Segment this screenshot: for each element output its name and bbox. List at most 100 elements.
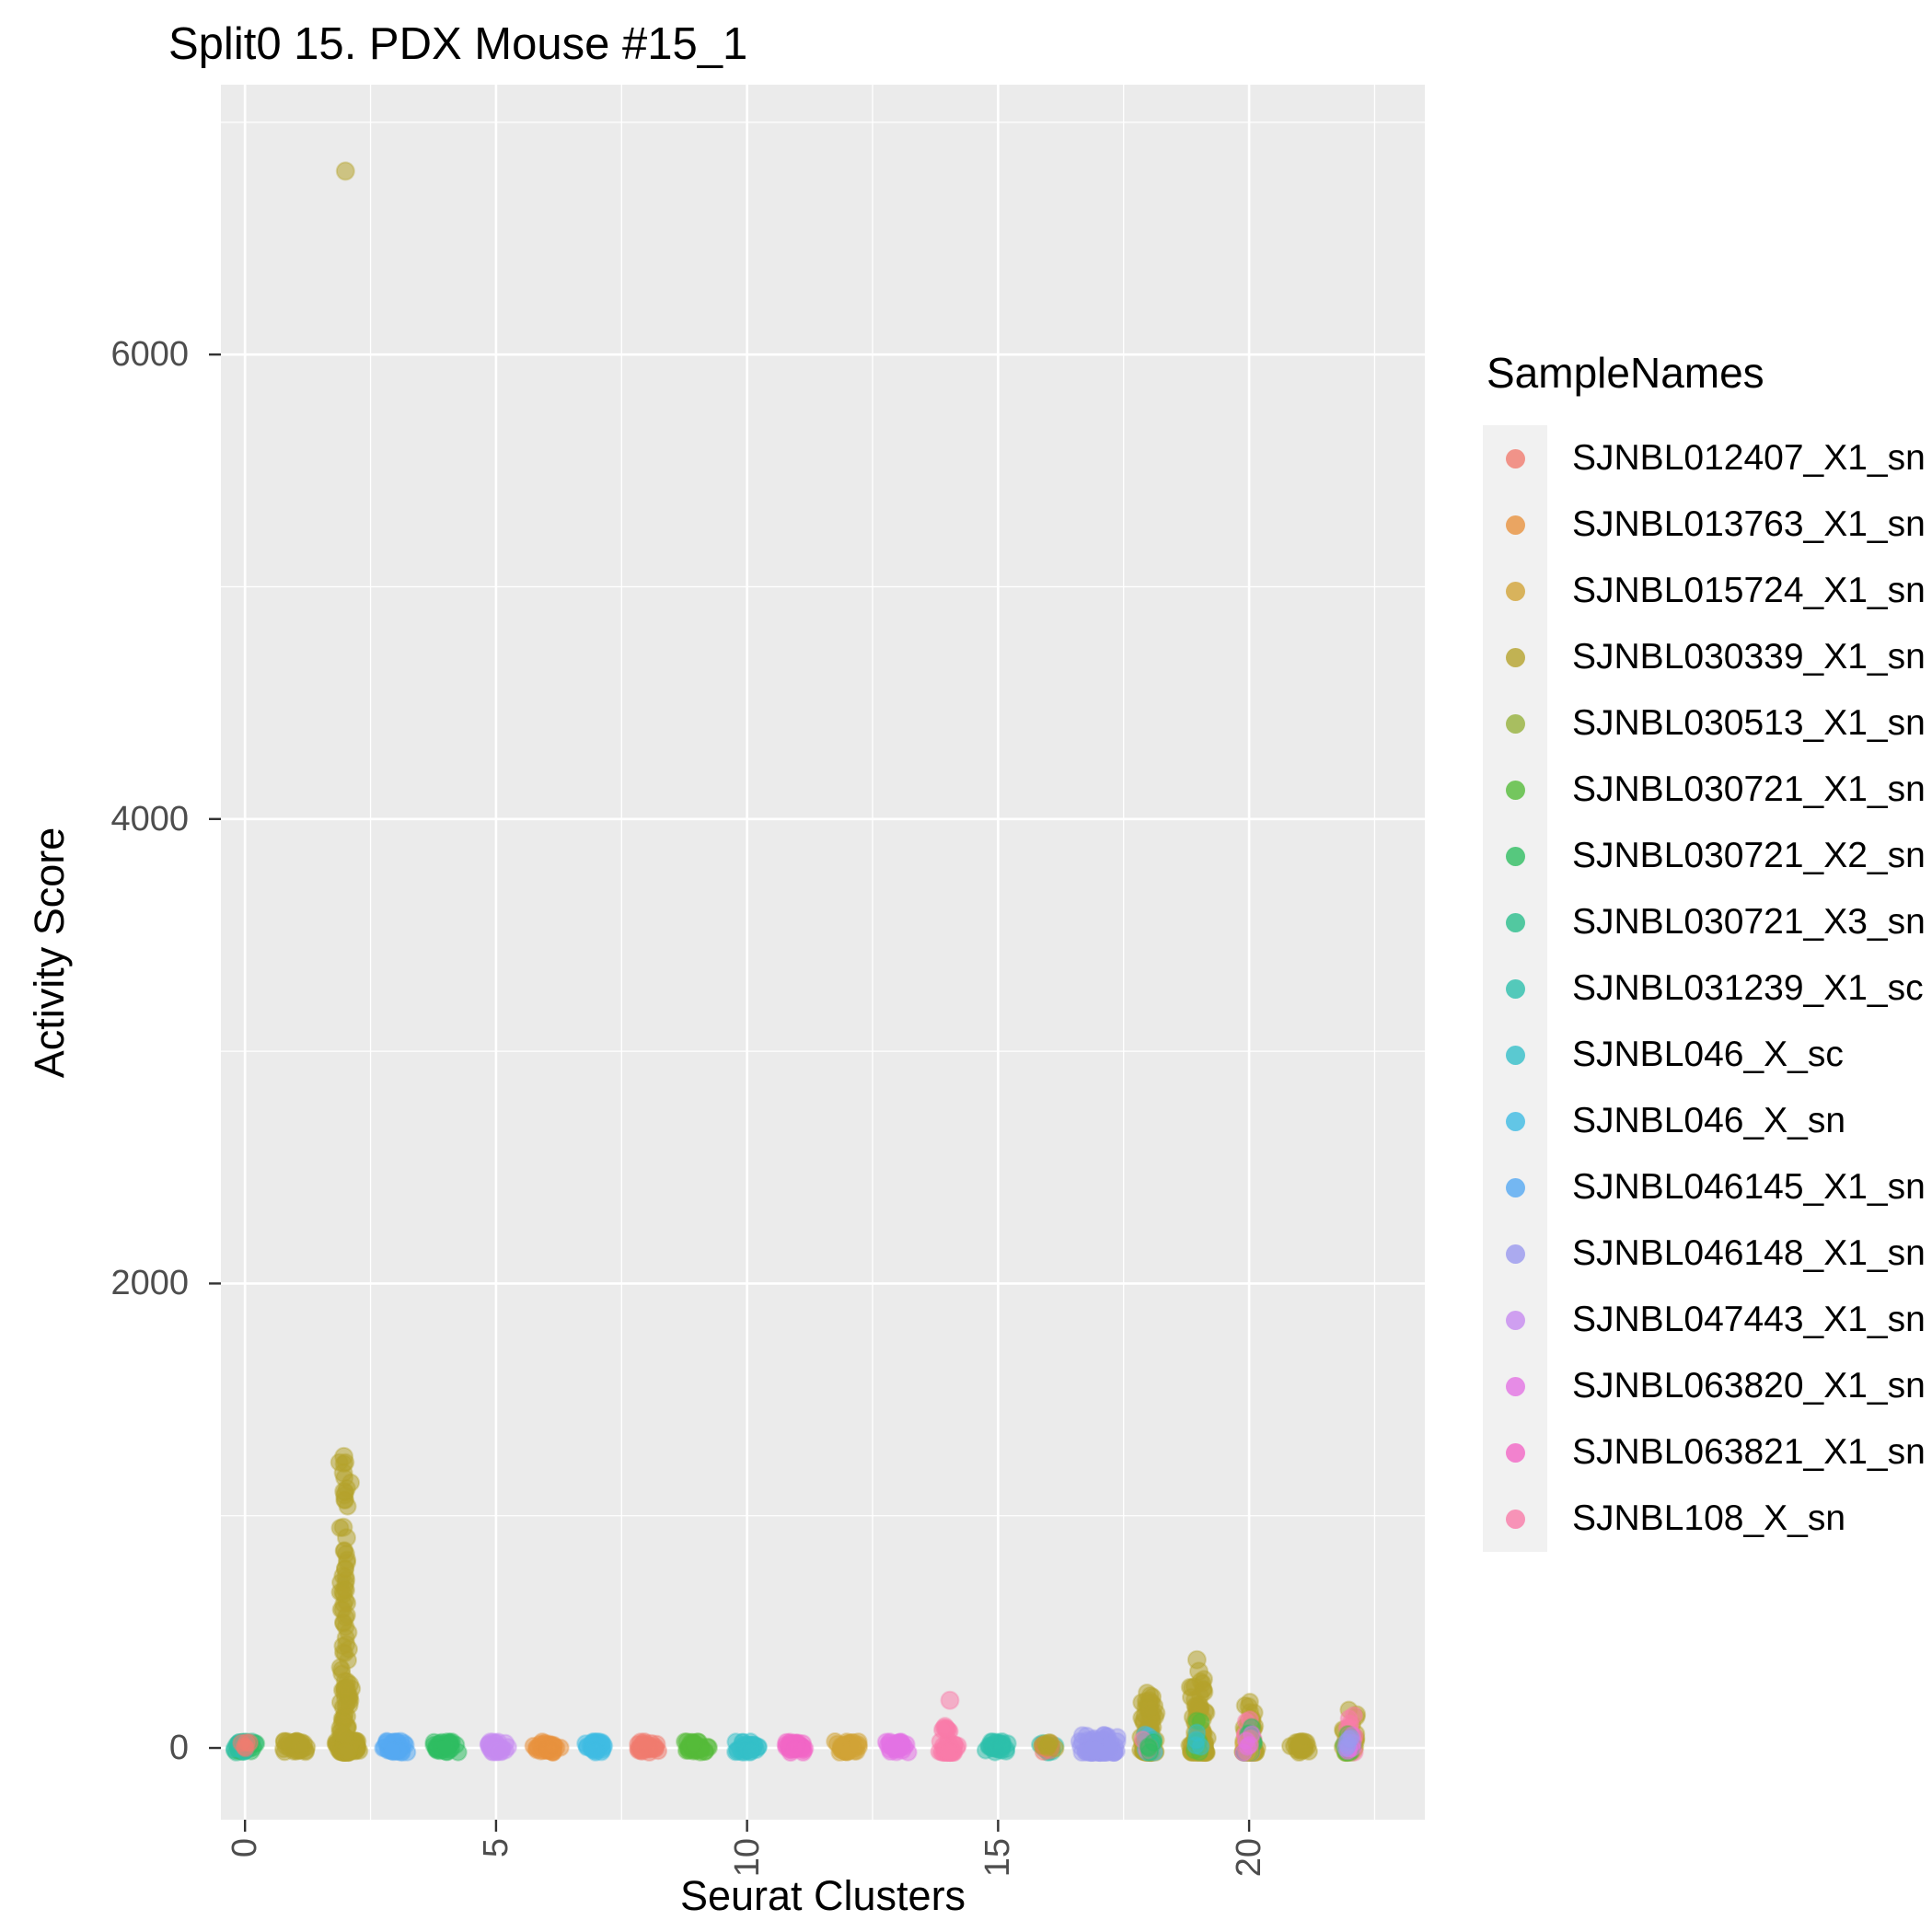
legend-item: SJNBL046_X_sc bbox=[1483, 1022, 1926, 1088]
data-point bbox=[335, 1579, 354, 1599]
legend-color-dot-icon bbox=[1505, 1111, 1525, 1131]
legend-label: SJNBL063820_X1_sn bbox=[1572, 1366, 1926, 1406]
data-point bbox=[383, 1741, 402, 1761]
cluster-15-points bbox=[976, 1732, 1017, 1762]
cluster-12-points bbox=[826, 1732, 869, 1762]
x-tick-label-0: 0 bbox=[226, 1838, 265, 1858]
cluster-1-points bbox=[274, 1731, 317, 1762]
cluster-5-points bbox=[479, 1732, 517, 1762]
legend-item: SJNBL030721_X3_sn bbox=[1483, 889, 1926, 955]
cluster-2-points bbox=[326, 161, 369, 1763]
legend-item: SJNBL047443_X1_sn bbox=[1483, 1287, 1926, 1353]
data-point bbox=[741, 1741, 760, 1761]
legend-key bbox=[1483, 624, 1547, 690]
data-point bbox=[330, 1658, 350, 1677]
legend-item: SJNBL108_X_sn bbox=[1483, 1486, 1926, 1552]
data-point bbox=[1138, 1683, 1157, 1703]
legend-key bbox=[1483, 558, 1547, 624]
chart-title: Split0 15. PDX Mouse #15_1 bbox=[168, 19, 748, 69]
legend-color-dot-icon bbox=[1505, 515, 1525, 535]
data-point bbox=[333, 1463, 353, 1483]
major-gridlines bbox=[221, 85, 1425, 1820]
legend-label: SJNBL030339_X1_sn bbox=[1572, 637, 1926, 677]
y-axis-title: Activity Score bbox=[26, 827, 73, 1079]
data-point bbox=[886, 1733, 906, 1753]
legend-label: SJNBL046145_X1_sn bbox=[1572, 1167, 1926, 1207]
data-point bbox=[274, 1731, 294, 1751]
legend-label: SJNBL031239_X1_sc bbox=[1572, 968, 1924, 1008]
data-point bbox=[335, 1559, 354, 1579]
data-point bbox=[1140, 1699, 1159, 1718]
legend-item: SJNBL046_X_sn bbox=[1483, 1088, 1926, 1154]
data-point bbox=[1040, 1733, 1059, 1753]
cluster-6-points bbox=[524, 1732, 570, 1762]
legend-color-dot-icon bbox=[1505, 1509, 1525, 1529]
legend-item: SJNBL063820_X1_sn bbox=[1483, 1353, 1926, 1419]
data-point bbox=[335, 161, 355, 181]
data-point bbox=[334, 1481, 354, 1501]
legend-key bbox=[1483, 1287, 1547, 1353]
panel-background bbox=[221, 85, 1425, 1820]
legend-title: SampleNames bbox=[1487, 349, 1764, 397]
legend-item: SJNBL030721_X2_sn bbox=[1483, 823, 1926, 889]
data-point bbox=[330, 1722, 350, 1741]
legend-item: SJNBL063821_X1_sn bbox=[1483, 1419, 1926, 1486]
legend-color-dot-icon bbox=[1505, 1244, 1525, 1264]
legend-label: SJNBL012407_X1_sn bbox=[1572, 438, 1926, 478]
legend-key bbox=[1483, 425, 1547, 492]
data-point bbox=[1339, 1730, 1359, 1749]
legend-item: SJNBL046148_X1_sn bbox=[1483, 1221, 1926, 1287]
legend-label: SJNBL046_X_sc bbox=[1572, 1035, 1844, 1074]
legend-key bbox=[1483, 1419, 1547, 1486]
legend-label: SJNBL030513_X1_sn bbox=[1572, 703, 1926, 743]
data-point bbox=[936, 1718, 955, 1738]
legend-label: SJNBL046148_X1_sn bbox=[1572, 1233, 1926, 1273]
data-point bbox=[290, 1734, 309, 1753]
cluster-21-points bbox=[1281, 1731, 1318, 1762]
cluster-4-points bbox=[424, 1732, 468, 1762]
x-tick-label-15: 15 bbox=[978, 1838, 1018, 1878]
legend-item: SJNBL012407_X1_sn bbox=[1483, 425, 1926, 492]
legend-item: SJNBL030339_X1_sn bbox=[1483, 624, 1926, 690]
data-point bbox=[1086, 1741, 1105, 1761]
cluster-3-points bbox=[374, 1731, 417, 1763]
minor-gridlines bbox=[221, 85, 1425, 1820]
legend-color-dot-icon bbox=[1505, 912, 1525, 932]
legend-label: SJNBL015724_X1_sn bbox=[1572, 571, 1926, 610]
y-tick-label-6000: 6000 bbox=[110, 335, 189, 375]
legend-key bbox=[1483, 690, 1547, 757]
cluster-8-points bbox=[629, 1732, 668, 1762]
x-tick-label-10: 10 bbox=[727, 1838, 767, 1878]
legend-color-dot-icon bbox=[1505, 713, 1525, 734]
data-point bbox=[334, 1614, 353, 1633]
legend-color-dot-icon bbox=[1505, 1376, 1525, 1396]
legend-label: SJNBL030721_X1_sn bbox=[1572, 769, 1926, 809]
axis-tick-marks bbox=[209, 353, 1251, 1832]
data-point bbox=[586, 1742, 605, 1762]
data-point bbox=[492, 1742, 511, 1762]
x-tick-label-20: 20 bbox=[1230, 1838, 1269, 1878]
cluster-22-points bbox=[1333, 1700, 1367, 1763]
cluster-11-points bbox=[776, 1732, 815, 1763]
legend-key bbox=[1483, 492, 1547, 558]
legend-label: SJNBL108_X_sn bbox=[1572, 1498, 1846, 1538]
cluster-18-points bbox=[1131, 1683, 1166, 1763]
legend-label: SJNBL030721_X2_sn bbox=[1572, 836, 1926, 875]
cluster-7-points bbox=[576, 1732, 614, 1762]
legend-color-dot-icon bbox=[1505, 647, 1525, 667]
cluster-0-points bbox=[225, 1732, 266, 1762]
legend-color-dot-icon bbox=[1505, 1442, 1525, 1463]
cluster-10-points bbox=[726, 1732, 768, 1762]
legend-color-dot-icon bbox=[1505, 1310, 1525, 1330]
legend-label: SJNBL013763_X1_sn bbox=[1572, 504, 1926, 544]
x-axis-title: Seurat Clusters bbox=[679, 1872, 966, 1919]
data-point bbox=[1140, 1739, 1159, 1758]
legend-key bbox=[1483, 1088, 1547, 1154]
cluster-13-points bbox=[876, 1732, 918, 1762]
y-tick-label-4000: 4000 bbox=[110, 799, 189, 839]
legend-item: SJNBL013763_X1_sn bbox=[1483, 492, 1926, 558]
legend-key bbox=[1483, 1353, 1547, 1419]
data-point bbox=[940, 1690, 960, 1710]
